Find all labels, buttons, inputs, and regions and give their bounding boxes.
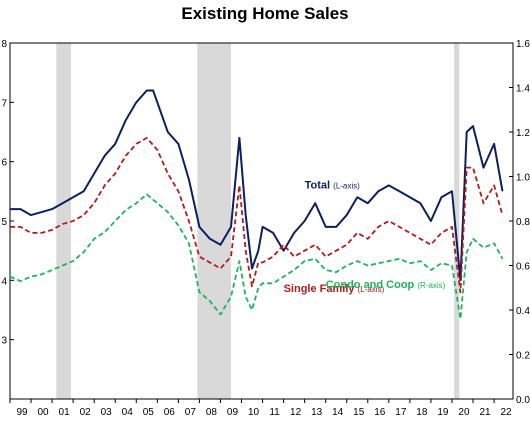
x-tick-label: 05	[143, 407, 155, 418]
series-layer	[9, 89, 504, 320]
right-tick-label: 0.8	[516, 217, 530, 228]
x-tick-label: 13	[311, 407, 323, 418]
right-tick-label: 1.4	[516, 84, 530, 95]
x-tick-label: 03	[101, 407, 113, 418]
left-tick-label: 5	[1, 217, 7, 228]
left-tick-label: 3	[1, 336, 7, 347]
right-tick-label: 0.0	[516, 395, 530, 406]
right-tick-label: 1.2	[516, 128, 530, 139]
series-label-condo-and-coop: Condo and Coop (R-axis)	[326, 279, 446, 291]
x-tick-label: 10	[248, 407, 260, 418]
x-tick-label: 18	[416, 407, 428, 418]
x-tick-label: 01	[59, 407, 71, 418]
left-tick-label: 6	[1, 158, 7, 169]
x-tick-label: 17	[395, 407, 407, 418]
left-tick-label: 4	[1, 276, 7, 287]
right-axis: 0.0 0.2 0.4 0.6 0.8 1.0 1.2 1.4 1.6	[509, 39, 530, 406]
x-tick-label: 11	[269, 407, 280, 418]
x-tick-label: 00	[37, 407, 49, 418]
x-tick-label: 09	[227, 407, 239, 418]
series-label-total: Total (L-axis)	[305, 179, 361, 191]
recession-shading	[56, 43, 460, 399]
x-tick-label: 14	[332, 407, 344, 418]
x-tick-label: 06	[164, 407, 176, 418]
series-label-single-family: Single Family (L-axis)	[284, 283, 385, 295]
series-line-single-family	[10, 137, 504, 294]
plot-frame	[9, 42, 514, 400]
x-tick-label: 19	[437, 407, 449, 418]
x-tick-label: 04	[122, 407, 134, 418]
right-tick-label: 1.6	[516, 39, 530, 50]
right-tick-label: 0.2	[516, 351, 530, 362]
x-tick-label: 12	[290, 407, 302, 418]
x-tick-label: 20	[458, 407, 470, 418]
x-tick-label: 22	[500, 407, 512, 418]
right-tick-label: 1.0	[516, 173, 530, 184]
left-tick-label: 8	[1, 39, 7, 50]
right-tick-label: 0.6	[516, 262, 530, 273]
series-line-total	[10, 89, 504, 282]
left-tick-label: 7	[1, 98, 7, 109]
chart-title: Existing Home Sales	[181, 4, 349, 23]
x-tick-label: 99	[16, 407, 28, 418]
x-axis: 99 00 01 02 03 04 05 06 07 08 09 10 11 12 13 14 15 16 17 18…	[9, 399, 512, 418]
recession-band-1	[197, 43, 231, 399]
left-axis: 3 4 5 6 7 8	[1, 39, 14, 347]
series-labels: Total (L-axis) Single Family (L-axis)Cond…	[284, 179, 446, 295]
right-tick-label: 0.4	[516, 306, 530, 317]
x-tick-label: 16	[374, 407, 386, 418]
x-tick-label: 07	[185, 407, 197, 418]
recession-band-0	[56, 43, 72, 399]
x-tick-label: 21	[479, 407, 491, 418]
x-tick-label: 02	[80, 407, 92, 418]
x-tick-label: 15	[353, 407, 365, 418]
x-tick-label: 08	[206, 407, 218, 418]
series-line-condo-and-coop	[9, 193, 504, 320]
recession-band-2	[454, 43, 460, 399]
